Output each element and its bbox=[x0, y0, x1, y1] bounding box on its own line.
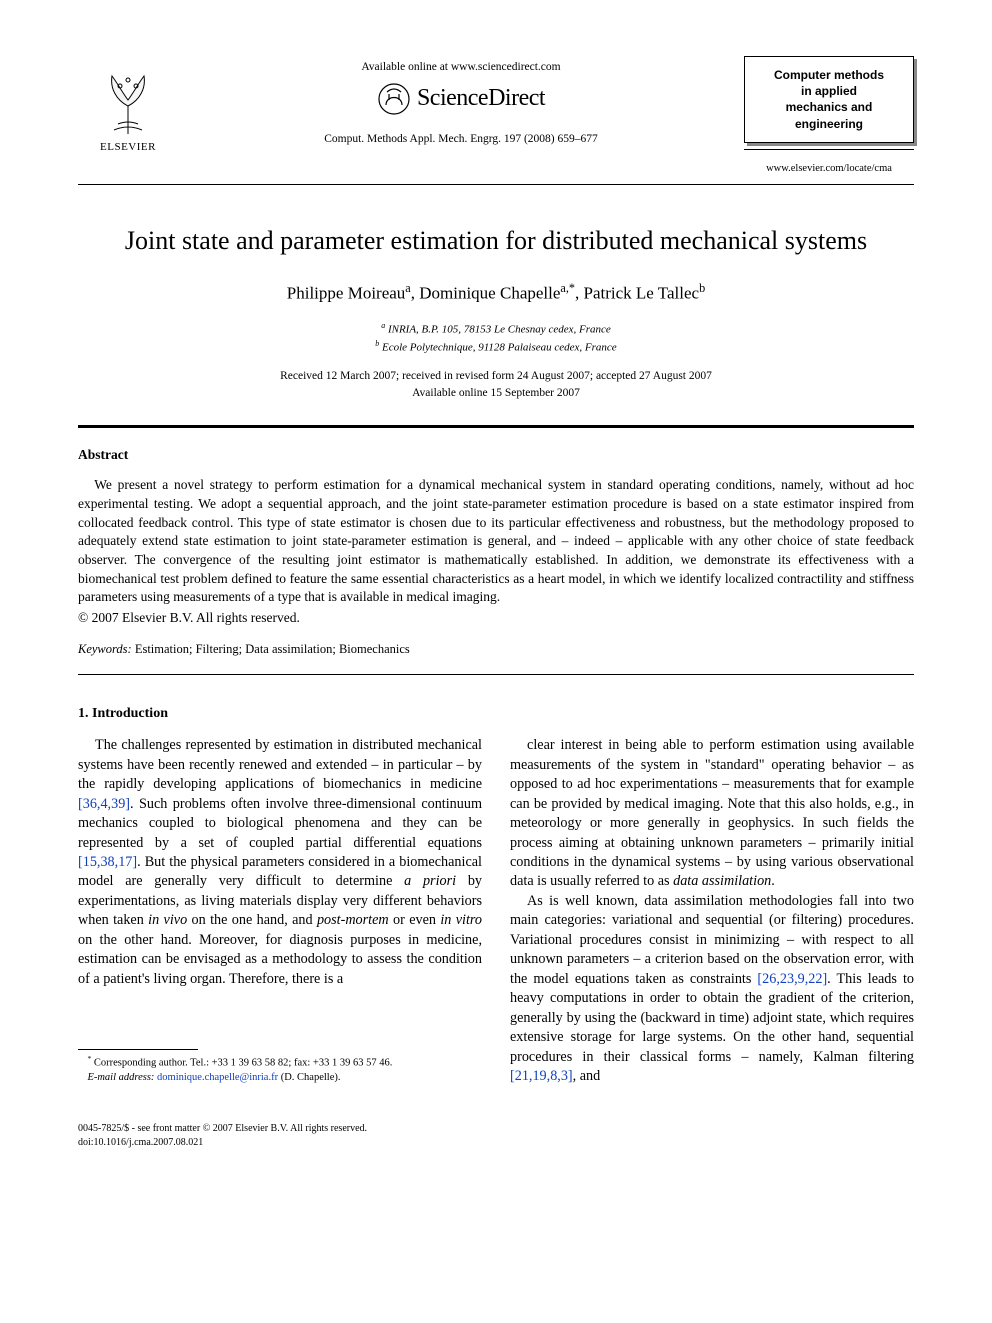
elsevier-logo-block: ELSEVIER bbox=[78, 56, 178, 155]
abstract-text: We present a novel strategy to perform e… bbox=[78, 476, 914, 606]
sciencedirect-icon bbox=[377, 82, 411, 116]
footnote-corr-text: Corresponding author. Tel.: +33 1 39 63 … bbox=[94, 1058, 392, 1069]
page-header: ELSEVIER Available online at www.science… bbox=[78, 56, 914, 176]
email-link[interactable]: dominique.chapelle@inria.fr bbox=[157, 1072, 278, 1083]
citation-line: Comput. Methods Appl. Mech. Engrg. 197 (… bbox=[324, 132, 598, 148]
text-run: . Such problems often involve three-dime… bbox=[78, 796, 482, 851]
intro-para-1: The challenges represented by estimation… bbox=[78, 736, 482, 989]
footnote-email-person: (D. Chapelle). bbox=[281, 1072, 341, 1083]
page-footer: 0045-7825/$ - see front matter © 2007 El… bbox=[78, 1122, 914, 1149]
affiliation: b Ecole Polytechnique, 91128 Palaiseau c… bbox=[78, 338, 914, 356]
abstract-copyright: © 2007 Elsevier B.V. All rights reserved… bbox=[78, 609, 914, 628]
affiliation: a INRIA, B.P. 105, 78153 Le Chesnay cede… bbox=[78, 320, 914, 338]
affiliations: a INRIA, B.P. 105, 78153 Le Chesnay cede… bbox=[78, 320, 914, 356]
affiliation-mark: a bbox=[381, 321, 385, 330]
journal-url: www.elsevier.com/locate/cma bbox=[766, 162, 892, 176]
author: Dominique Chapelle bbox=[419, 284, 560, 303]
article-dates: Received 12 March 2007; received in revi… bbox=[78, 368, 914, 401]
center-header: Available online at www.sciencedirect.co… bbox=[178, 56, 744, 147]
text-run: , and bbox=[573, 1068, 601, 1084]
sciencedirect-text: ScienceDirect bbox=[417, 82, 545, 114]
sciencedirect-logo: ScienceDirect bbox=[377, 82, 545, 116]
text-run: The challenges represented by estimation… bbox=[78, 737, 482, 792]
available-online-text: Available online at www.sciencedirect.co… bbox=[361, 60, 560, 76]
journal-name-line: in applied bbox=[751, 83, 907, 99]
ref-link[interactable]: [15,38,17] bbox=[78, 854, 137, 870]
ref-link[interactable]: [26,23,9,22] bbox=[757, 971, 827, 987]
ref-link[interactable]: [21,19,8,3] bbox=[510, 1068, 573, 1084]
footnote-rule bbox=[78, 1049, 198, 1050]
author-mark: a bbox=[405, 281, 410, 295]
journal-name-line: Computer methods bbox=[751, 67, 907, 83]
text-run: . But the physical parameters considered… bbox=[78, 854, 482, 987]
affiliation-text: Ecole Polytechnique, 91128 Palaiseau ced… bbox=[382, 341, 617, 353]
elsevier-label: ELSEVIER bbox=[100, 140, 156, 155]
footer-copyright: 0045-7825/$ - see front matter © 2007 El… bbox=[78, 1122, 914, 1136]
elsevier-tree-icon bbox=[98, 66, 158, 136]
footnote-corr: * Corresponding author. Tel.: +33 1 39 6… bbox=[78, 1054, 482, 1071]
journal-name-box: Computer methods in applied mechanics an… bbox=[744, 56, 914, 143]
dates-available: Available online 15 September 2007 bbox=[78, 385, 914, 402]
author: Philippe Moireau bbox=[287, 284, 406, 303]
author: Patrick Le Tallec bbox=[584, 284, 700, 303]
ref-link[interactable]: [36,4,39] bbox=[78, 796, 130, 812]
abstract-body: We present a novel strategy to perform e… bbox=[78, 476, 914, 627]
intro-para-col2-a: clear interest in being able to perform … bbox=[510, 736, 914, 892]
footnote-email-label: E-mail address: bbox=[87, 1072, 154, 1083]
header-rule bbox=[78, 184, 914, 185]
dates-received: Received 12 March 2007; received in revi… bbox=[78, 368, 914, 385]
section-heading-intro: 1. Introduction bbox=[78, 705, 914, 724]
affiliation-text: INRIA, B.P. 105, 78153 Le Chesnay cedex,… bbox=[388, 323, 611, 335]
journal-box-block: Computer methods in applied mechanics an… bbox=[744, 56, 914, 176]
corresponding-footnote: * Corresponding author. Tel.: +33 1 39 6… bbox=[78, 1054, 482, 1086]
abstract-bottom-rule bbox=[78, 674, 914, 675]
journal-name-line: engineering bbox=[751, 116, 907, 132]
affiliation-mark: b bbox=[375, 339, 379, 348]
author-mark: b bbox=[699, 281, 705, 295]
keywords-text: Estimation; Filtering; Data assimilation… bbox=[135, 642, 410, 656]
keywords-label: Keywords: bbox=[78, 642, 132, 656]
keywords-line: Keywords: Estimation; Filtering; Data as… bbox=[78, 641, 914, 658]
abstract-heading: Abstract bbox=[78, 446, 914, 464]
article-title: Joint state and parameter estimation for… bbox=[78, 223, 914, 258]
footnote-email: E-mail address: dominique.chapelle@inria… bbox=[78, 1071, 482, 1086]
journal-name-line: mechanics and bbox=[751, 99, 907, 115]
footer-doi: doi:10.1016/j.cma.2007.08.021 bbox=[78, 1136, 914, 1150]
intro-para-col2-b: As is well known, data assimilation meth… bbox=[510, 892, 914, 1087]
author-mark: a,* bbox=[560, 281, 575, 295]
authors-line: Philippe Moireaua, Dominique Chapellea,*… bbox=[78, 280, 914, 306]
body-two-column: The challenges represented by estimation… bbox=[78, 736, 914, 1086]
text-run: clear interest in being able to perform … bbox=[510, 737, 914, 889]
